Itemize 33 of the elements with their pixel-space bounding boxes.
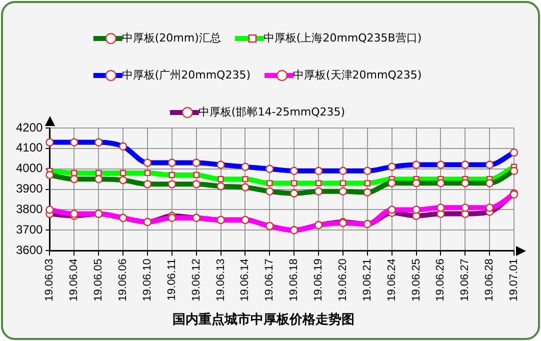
legend-label: 中厚板(天津20mmQ235) bbox=[293, 68, 422, 82]
x-tick-label: 19.06.13 bbox=[214, 258, 227, 302]
y-tick-label: 3600 bbox=[16, 242, 44, 257]
x-tick-label: 19.06.20 bbox=[336, 258, 349, 302]
x-tick-label: 19.06.27 bbox=[459, 258, 472, 302]
y-tick-label: 3800 bbox=[16, 202, 44, 216]
y-tick-label: 3700 bbox=[16, 222, 44, 236]
y-tick-label: 4100 bbox=[16, 140, 44, 155]
x-tick-label: 19.06.25 bbox=[410, 258, 422, 302]
x-tick-label: 19.06.21 bbox=[361, 258, 374, 302]
y-tick-label: 4200 bbox=[16, 120, 44, 134]
x-tick-label: 19.06.18 bbox=[288, 258, 300, 302]
text: 国内重点城市中厚板价格走势图 bbox=[172, 312, 354, 328]
legend-label: 中厚板(邯郸14-25mmQ235) bbox=[198, 105, 346, 118]
x-tick-label: 19.06.11 bbox=[166, 258, 178, 301]
x-tick-label: 19.06.14 bbox=[239, 258, 252, 302]
x-tick-label: 19.06.26 bbox=[434, 258, 447, 302]
x-tick-label: 19.06.06 bbox=[117, 258, 130, 302]
legend-label: 中厚板(广州20mmQ235) bbox=[122, 68, 251, 82]
legend-label: 中厚板(20mm)汇总 bbox=[122, 31, 221, 44]
x-tick-label: 19.06.19 bbox=[312, 258, 325, 302]
x-tick-label: 19.06.24 bbox=[386, 258, 398, 302]
y-tick-label: 4000 bbox=[16, 161, 44, 176]
x-tick-label: 19.07.01 bbox=[508, 258, 520, 302]
x-tick-label: 19.06.10 bbox=[141, 258, 154, 302]
x-tick-label: 19.06.28 bbox=[484, 258, 496, 302]
x-tick-label: 19.06.05 bbox=[92, 258, 105, 302]
x-tick-label: 19.06.12 bbox=[190, 258, 202, 302]
legend-label: 中厚板(上海20mmQ235B营口) bbox=[263, 31, 422, 44]
y-tick-label: 3900 bbox=[16, 182, 44, 196]
x-tick-label: 19.06.17 bbox=[264, 258, 276, 302]
x-tick-label: 19.06.04 bbox=[68, 258, 80, 302]
x-tick-label: 19.06.03 bbox=[44, 258, 56, 302]
